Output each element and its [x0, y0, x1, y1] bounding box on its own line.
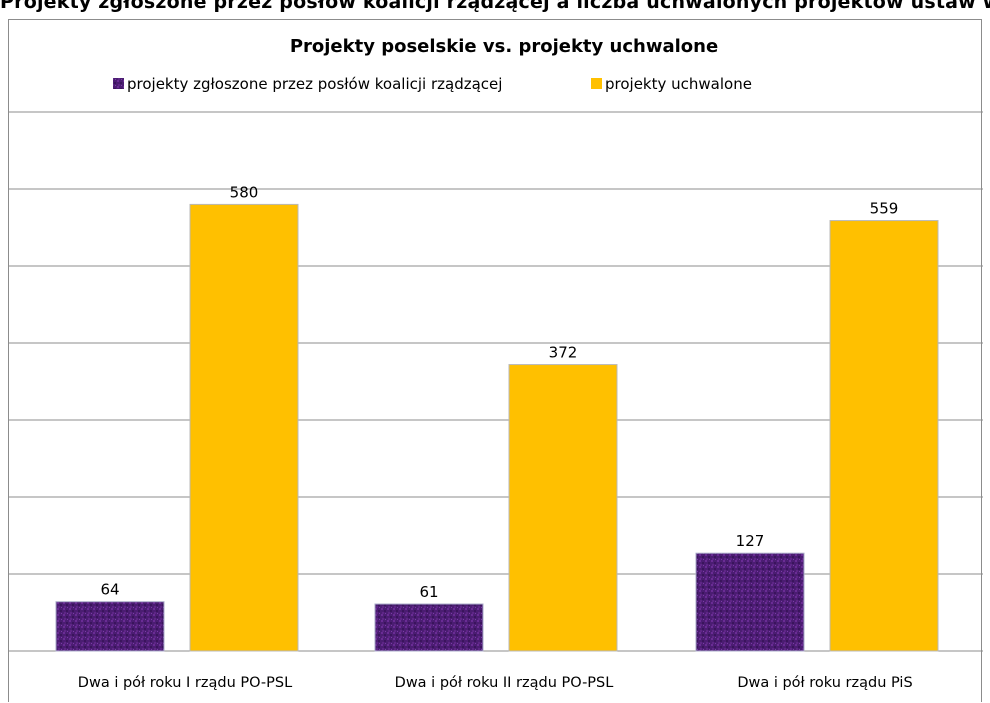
gridlines: [9, 111, 983, 652]
data-label: 580: [230, 183, 259, 201]
category-label: Dwa i pół roku rządu PiS: [737, 675, 912, 691]
data-label: 559: [870, 200, 899, 218]
data-label: 61: [419, 583, 438, 601]
category-label: Dwa i pół roku II rządu PO-PSL: [395, 675, 614, 691]
chart-frame: Projekty poselskie vs. projekty uchwalon…: [8, 19, 983, 702]
legend-swatch: [113, 78, 124, 89]
data-label: 372: [549, 344, 578, 362]
chart-title: Projekty poselskie vs. projekty uchwalon…: [290, 36, 718, 57]
data-label: 127: [736, 532, 765, 550]
bars: [55, 203, 939, 652]
bar-chart: Projekty poselskie vs. projekty uchwalon…: [9, 36, 983, 691]
legend-label: projekty uchwalone: [605, 75, 752, 93]
bar: [829, 220, 939, 652]
data-label: 64: [100, 581, 119, 599]
legend-label: projekty zgłoszone przez posłów koalicji…: [127, 75, 502, 93]
legend: projekty zgłoszone przez posłów koalicji…: [113, 75, 752, 93]
bar: [508, 364, 618, 652]
bar: [695, 552, 805, 652]
category-labels: Dwa i pół roku I rządu PO-PSL Dwa i pół r…: [78, 675, 913, 691]
category-label: Dwa i pół roku I rządu PO-PSL: [78, 675, 292, 691]
header-strip-text: Projekty zgłoszone przez posłów koalicji…: [0, 0, 990, 13]
bar: [374, 603, 484, 652]
data-labels: 64 580 61 372 127 559: [100, 183, 898, 601]
bar: [189, 203, 299, 652]
bar: [55, 601, 165, 652]
legend-swatch: [591, 78, 602, 89]
header-strip: Projekty zgłoszone przez posłów koalicji…: [0, 0, 990, 18]
